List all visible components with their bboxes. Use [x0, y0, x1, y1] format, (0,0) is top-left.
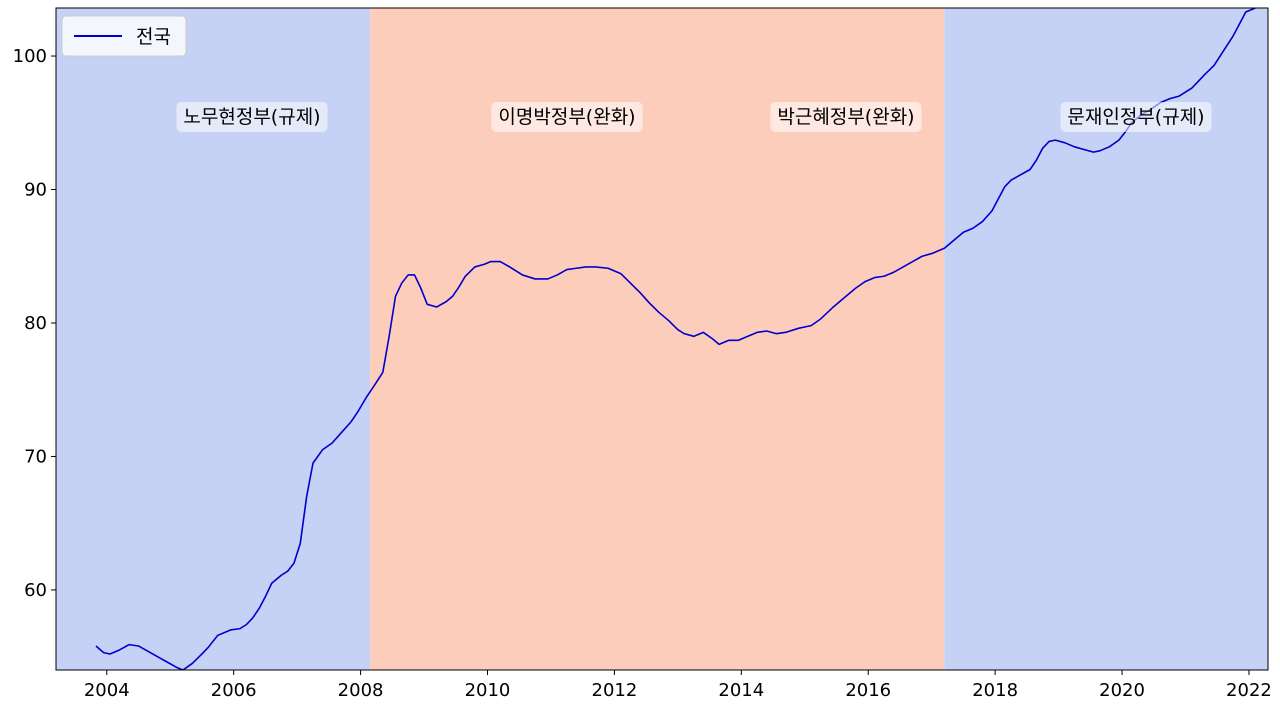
- x-tick-label: 2010: [465, 680, 511, 701]
- period-label: 박근혜정부(완화): [770, 102, 922, 132]
- period-label-text: 노무현정부(규제): [183, 106, 320, 128]
- x-tick-label: 2020: [1099, 680, 1145, 701]
- x-tick-label: 2022: [1226, 680, 1272, 701]
- period-label-box: [770, 102, 922, 132]
- plot-frame: [55, 7, 1269, 671]
- period-label-text: 이명박정부(완화): [498, 106, 635, 128]
- x-tick-label: 2012: [592, 680, 638, 701]
- period-label: 이명박정부(완화): [491, 102, 643, 132]
- x-tick-label: 2008: [338, 680, 384, 701]
- x-axis: 2004 2006 2008 2010 2012 2014 2016 2018 2020 2022: [84, 670, 1272, 701]
- period-label-text: 문재인정부(규제): [1067, 106, 1204, 128]
- y-tick-label: 100: [13, 46, 47, 67]
- period-label: 노무현정부(규제): [176, 102, 328, 132]
- period-labels: 노무현정부(규제) 이명박정부(완화) 박근혜정부(완화) 문재인정부(규제): [176, 102, 1212, 132]
- y-tick-label: 90: [24, 180, 47, 201]
- x-tick-label: 2014: [718, 680, 764, 701]
- x-tick-label: 2018: [972, 680, 1018, 701]
- period-label-box: [1060, 102, 1212, 132]
- y-tick-label: 70: [24, 446, 47, 467]
- y-tick-label: 60: [24, 580, 47, 601]
- legend-box: [61, 15, 187, 57]
- series-group: [95, 8, 1256, 670]
- y-axis: 60 70 80 90 100: [13, 46, 56, 601]
- x-tick-label: 2006: [211, 680, 257, 701]
- x-tick-label: 2016: [845, 680, 891, 701]
- legend-entry-label: 전국: [136, 26, 171, 48]
- period-label-text: 박근혜정부(완화): [777, 106, 914, 128]
- period-label: 문재인정부(규제): [1060, 102, 1212, 132]
- legend: 전국: [61, 15, 187, 57]
- period-label-box: [491, 102, 643, 132]
- x-tick-label: 2004: [84, 680, 130, 701]
- period-label-box: [176, 102, 328, 132]
- series-line-전국: [95, 8, 1256, 670]
- y-tick-label: 80: [24, 313, 47, 334]
